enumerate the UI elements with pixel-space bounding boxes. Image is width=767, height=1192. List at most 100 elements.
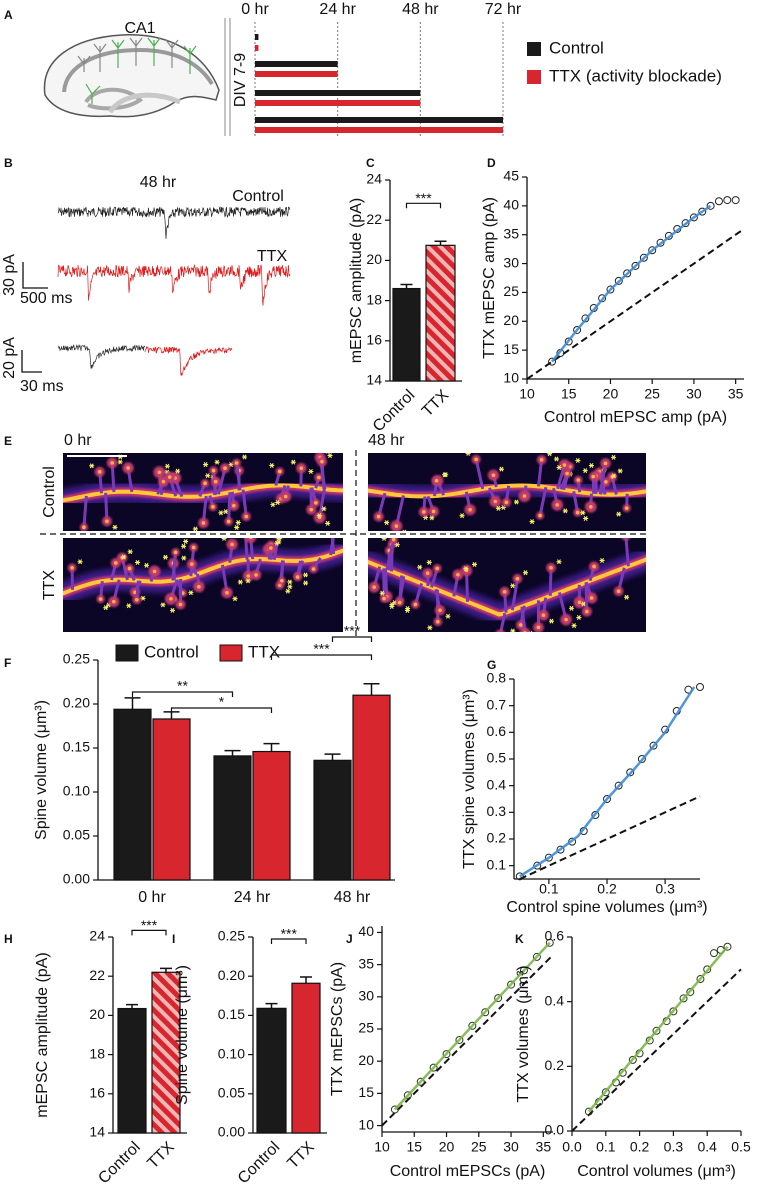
- asterisk: [121, 554, 127, 560]
- asterisk: [472, 561, 478, 567]
- dendrite-image: [63, 453, 343, 531]
- dendrite-image: [63, 538, 343, 613]
- asterisk: [571, 623, 577, 629]
- x-tick-label: 0.3: [655, 881, 675, 897]
- spine-core: [522, 494, 527, 498]
- spine-head: [621, 538, 631, 541]
- error-bar: [363, 683, 380, 696]
- spine-core: [394, 524, 399, 528]
- asterisk: [583, 515, 589, 521]
- y-tick-label: 0.25: [63, 651, 90, 667]
- y-tick-label: 14: [366, 372, 382, 388]
- asterisk: [77, 559, 83, 565]
- point: [696, 683, 704, 691]
- asterisk: [316, 513, 322, 519]
- spine-core: [167, 475, 172, 479]
- spine-core: [311, 567, 316, 571]
- point: [429, 1063, 438, 1072]
- legend-swatch: [527, 70, 541, 84]
- spine-core: [309, 507, 314, 512]
- spine-core: [283, 494, 288, 499]
- point: [532, 952, 541, 961]
- spine-neck: [398, 576, 406, 603]
- asterisk: [245, 578, 251, 584]
- spine-core: [191, 545, 196, 550]
- x-tick-label: TTX: [284, 1139, 318, 1173]
- dentate-gyrus: [84, 87, 144, 111]
- y-axis-label: TTX mEPSCs (pA): [329, 962, 346, 1096]
- asterisk: [381, 538, 387, 541]
- asterisk: [235, 520, 241, 526]
- x-tick-label: 30: [503, 1139, 519, 1155]
- point: [639, 253, 648, 262]
- bar: [255, 71, 338, 77]
- spine-head: [519, 627, 531, 632]
- y-tick-label: 30: [503, 254, 519, 270]
- spine-core: [592, 564, 596, 569]
- asterisk: [169, 607, 175, 613]
- spine-core: [234, 461, 239, 465]
- significance-bracket: [131, 929, 167, 936]
- legend-swatch: [115, 644, 139, 662]
- point: [698, 207, 707, 216]
- panel-label: G: [487, 658, 496, 672]
- point: [494, 994, 503, 1003]
- bar: [313, 759, 352, 881]
- point: [515, 872, 524, 881]
- asterisk: [513, 499, 519, 505]
- asterisk: [285, 588, 291, 594]
- spine-core: [498, 633, 502, 637]
- spine-neck: [235, 462, 242, 491]
- spine-core: [589, 504, 593, 509]
- spine-neck: [244, 538, 249, 560]
- y-tick-label: 24: [89, 928, 105, 944]
- significance-label: ***: [415, 190, 432, 206]
- spine-core: [223, 466, 227, 470]
- asterisk: [617, 468, 623, 474]
- x-tick-label: Control: [235, 1139, 284, 1188]
- y-tick-label: 0.3: [487, 803, 507, 819]
- y-tick-label: 0.5: [487, 750, 507, 766]
- asterisk: [203, 462, 209, 468]
- spine-core: [603, 461, 608, 466]
- neuron: [147, 37, 161, 66]
- spine-core: [277, 469, 282, 474]
- significance-bracket: [170, 707, 273, 713]
- spine-core: [397, 600, 402, 605]
- spine-core: [201, 521, 206, 525]
- dendrite-core: [368, 483, 646, 499]
- dendrite-image: [368, 453, 646, 531]
- asterisk: [112, 524, 118, 530]
- spine-core: [173, 550, 178, 555]
- fit-line: [393, 941, 551, 1111]
- asterisk: [269, 462, 275, 468]
- panel-label: F: [4, 656, 11, 670]
- spine-core: [248, 538, 253, 540]
- point: [614, 781, 623, 790]
- point: [686, 987, 695, 996]
- neurons: [77, 37, 197, 104]
- neuron: [93, 43, 107, 72]
- x-tick-label: 20: [603, 386, 619, 402]
- y-axis-label: DIV 7-9: [232, 53, 249, 107]
- point: [649, 741, 658, 750]
- point: [723, 942, 732, 951]
- y-tick-label: 10: [358, 1116, 374, 1132]
- asterisk: [442, 472, 448, 478]
- spine-core: [320, 459, 324, 464]
- error-bar: [124, 697, 141, 710]
- y-tick-label: 0.05: [218, 1085, 245, 1101]
- asterisk: [183, 538, 189, 544]
- identity-line: [571, 968, 742, 1132]
- asterisk: [417, 564, 423, 570]
- y-tick-label: 0.4: [545, 992, 565, 1008]
- point: [669, 1007, 678, 1016]
- asterisk: [275, 499, 281, 506]
- y-tick-label: 0.20: [63, 695, 90, 711]
- point: [455, 1035, 464, 1044]
- spine-core: [70, 565, 74, 570]
- legend-label: Control: [144, 642, 199, 661]
- asterisk: [270, 502, 276, 508]
- point: [714, 197, 723, 206]
